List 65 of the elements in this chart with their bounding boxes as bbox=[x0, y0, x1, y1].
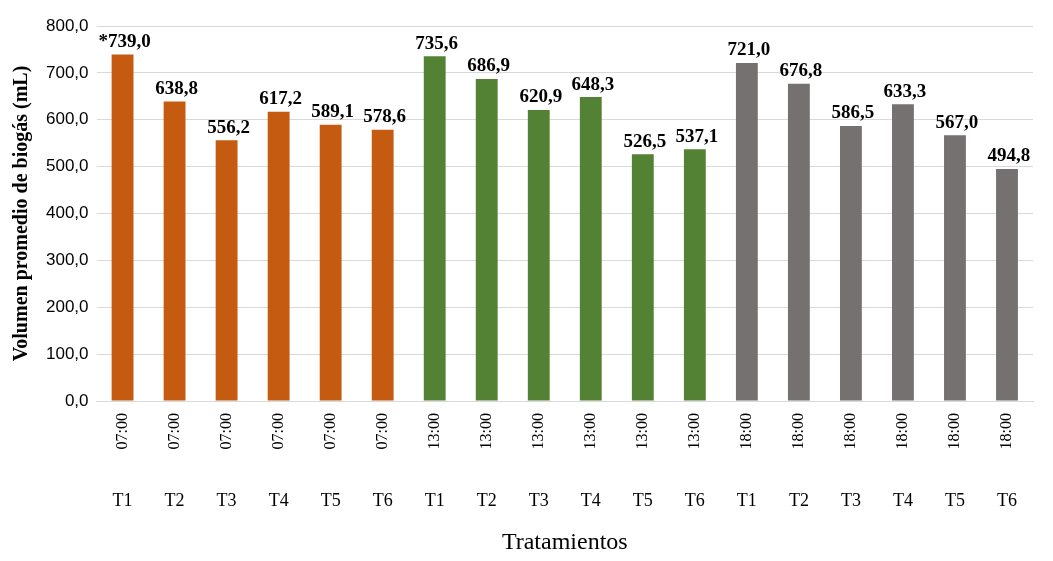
data-label: 494,8 bbox=[987, 144, 1031, 166]
category-label: 07:00 T4 bbox=[268, 413, 289, 510]
data-label: 589,1 bbox=[311, 100, 355, 122]
data-label: 567,0 bbox=[935, 110, 979, 132]
category-label: 18:00 T5 bbox=[944, 413, 965, 510]
category-label: 18:00 T2 bbox=[788, 413, 809, 510]
x-axis-title: Tratamientos bbox=[501, 528, 628, 555]
bar bbox=[319, 124, 342, 401]
category-label: 13:00 T5 bbox=[632, 413, 653, 510]
y-axis-title: Volumen promedio de biogás (mL) bbox=[9, 65, 33, 362]
bar bbox=[163, 101, 186, 401]
data-label: 526,5 bbox=[623, 129, 667, 151]
y-tick-label: 500,0 bbox=[45, 156, 89, 176]
bar bbox=[735, 63, 758, 401]
category-label: 18:00 T1 bbox=[736, 413, 757, 510]
data-label: 620,9 bbox=[519, 85, 563, 107]
data-label: 586,5 bbox=[831, 101, 875, 123]
bar bbox=[787, 83, 810, 401]
category-label: 07:00 T3 bbox=[216, 413, 237, 510]
category-label: 13:00 T4 bbox=[580, 413, 601, 510]
bar bbox=[996, 169, 1018, 401]
y-tick-label: 800,0 bbox=[45, 15, 89, 35]
data-label: 648,3 bbox=[571, 72, 615, 94]
category-label: 18:00 T3 bbox=[840, 413, 861, 510]
bar bbox=[215, 140, 238, 401]
bar bbox=[683, 149, 706, 401]
bar bbox=[111, 54, 134, 401]
bar bbox=[527, 109, 550, 401]
category-label: 07:00 T6 bbox=[372, 413, 393, 510]
data-label: 735,6 bbox=[415, 31, 459, 53]
data-label: 686,9 bbox=[467, 54, 511, 76]
bar bbox=[839, 126, 862, 401]
bar bbox=[944, 135, 966, 401]
category-label: 18:00 T4 bbox=[892, 413, 913, 510]
bar bbox=[475, 79, 498, 401]
category-label: 07:00 T2 bbox=[164, 413, 185, 510]
category-label: 13:00 T6 bbox=[684, 413, 705, 510]
bar bbox=[371, 129, 394, 401]
bar bbox=[267, 111, 290, 401]
data-label: 617,2 bbox=[259, 87, 303, 109]
data-label: 676,8 bbox=[779, 59, 823, 81]
category-label: 13:00 T2 bbox=[476, 413, 497, 510]
data-label: 633,3 bbox=[883, 79, 927, 101]
category-label: 13:00 T1 bbox=[424, 413, 445, 510]
bar bbox=[579, 97, 602, 401]
bar bbox=[423, 56, 446, 401]
category-label: 18:00 T6 bbox=[996, 413, 1017, 510]
data-label: 537,1 bbox=[675, 124, 719, 146]
category-label: 07:00 T1 bbox=[112, 413, 133, 510]
y-tick-label: 400,0 bbox=[45, 203, 89, 223]
category-label: 07:00 T5 bbox=[320, 413, 341, 510]
data-label: 578,6 bbox=[363, 105, 407, 127]
bar bbox=[892, 104, 914, 401]
data-label: *739,0 bbox=[98, 30, 151, 51]
y-tick-label: 100,0 bbox=[45, 343, 89, 363]
y-tick-label: 0,0 bbox=[64, 390, 89, 410]
data-label: 638,8 bbox=[155, 76, 198, 98]
y-tick-label: 200,0 bbox=[45, 296, 89, 316]
category-label: 13:00 T3 bbox=[528, 413, 549, 510]
y-tick-label: 600,0 bbox=[45, 109, 89, 129]
data-label: 556,2 bbox=[207, 115, 250, 137]
y-tick-label: 700,0 bbox=[45, 62, 89, 82]
y-tick-label: 300,0 bbox=[45, 250, 89, 270]
data-label: 721,0 bbox=[727, 38, 771, 60]
bar bbox=[631, 154, 654, 401]
